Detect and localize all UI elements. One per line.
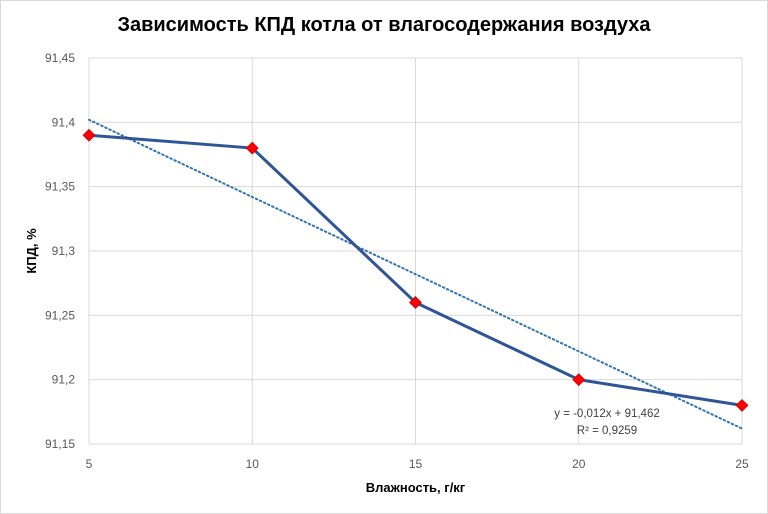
x-tick-label: 5 (86, 457, 93, 471)
data-point-marker (735, 398, 749, 412)
trendline-group (88, 118, 743, 430)
y-tick-label: 91,25 (45, 308, 75, 322)
series-group (82, 128, 749, 412)
y-tick-label: 91,15 (45, 437, 75, 451)
x-tick-label: 10 (246, 457, 260, 471)
chart-title: Зависимость КПД котла от влагосодержания… (117, 14, 651, 36)
y-tick-label: 91,3 (52, 244, 76, 258)
x-tick-label: 25 (735, 457, 749, 471)
y-tick-label: 91,45 (45, 51, 75, 65)
trendline-r-squared: R² = 0,9259 (577, 425, 637, 437)
x-tick-labels: 5 10 15 20 25 (86, 457, 749, 471)
y-axis-label: КПД, % (24, 228, 39, 274)
x-tick-label: 20 (572, 457, 586, 471)
x-tick-label: 15 (409, 457, 423, 471)
trendline-equation: y = -0,012x + 91,462 (554, 408, 660, 420)
data-point-marker (572, 373, 586, 387)
data-point-marker (82, 128, 96, 142)
y-tick-labels: 91,15 91,2 91,25 91,3 91,35 91,4 91,45 (45, 51, 75, 451)
y-tick-label: 91,2 (52, 373, 76, 387)
grid-lines (88, 57, 743, 445)
data-point-marker (409, 296, 422, 309)
data-point-marker (245, 141, 259, 155)
trendline (88, 118, 743, 430)
x-axis-label: Влажность, г/кг (366, 480, 466, 495)
y-tick-label: 91,35 (45, 180, 75, 194)
y-tick-label: 91,4 (52, 115, 76, 129)
